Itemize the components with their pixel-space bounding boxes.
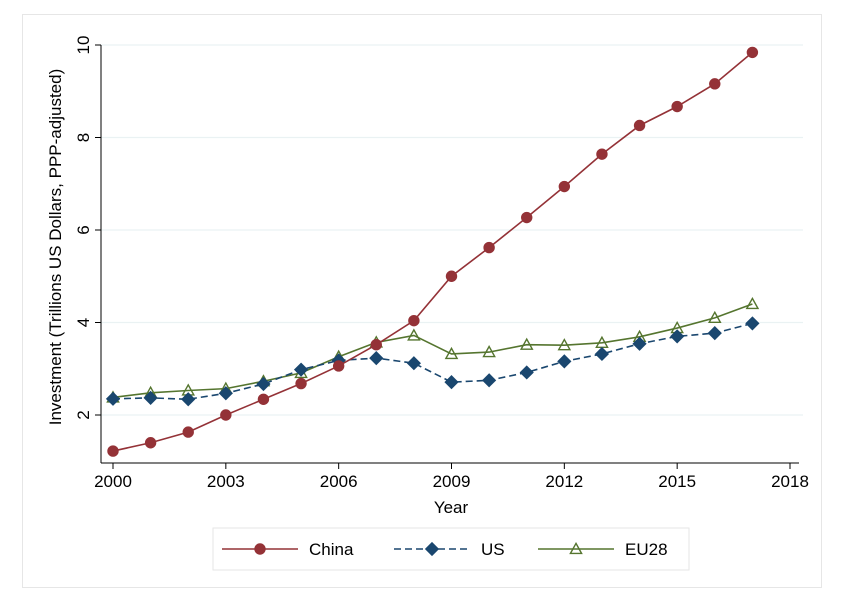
legend-marker-china	[254, 543, 266, 555]
data-point-eu28	[407, 328, 421, 341]
data-point-us	[218, 386, 233, 401]
y-tick-label: 4	[74, 318, 93, 327]
series-layer	[105, 46, 760, 457]
data-point-eu28	[745, 296, 760, 310]
data-point-us	[557, 354, 572, 369]
data-point-us	[143, 390, 158, 405]
gridlines	[101, 44, 803, 416]
legend-label-china: China	[309, 540, 354, 559]
data-point-us	[482, 373, 497, 388]
data-point-china	[220, 409, 232, 421]
data-point-us	[594, 346, 610, 362]
x-tick-label: 2015	[658, 472, 696, 491]
x-axis-label: Year	[434, 498, 469, 517]
data-point-china	[709, 78, 721, 90]
legend-item-eu28: EU28	[538, 540, 668, 559]
data-point-us	[406, 356, 421, 371]
data-point-china	[257, 393, 270, 405]
legend-marker-us	[424, 541, 440, 557]
legend-marker-eu28	[569, 541, 583, 555]
data-point-eu28	[444, 346, 459, 360]
data-point-china	[332, 360, 345, 372]
data-point-us	[670, 329, 685, 344]
y-tick-label: 6	[74, 225, 93, 234]
data-point-china	[746, 46, 759, 59]
data-point-us	[105, 391, 121, 406]
series-line-eu28	[112, 303, 753, 399]
data-point-china	[521, 211, 533, 224]
series-eu28	[106, 296, 760, 403]
data-point-eu28	[557, 338, 572, 351]
data-point-us	[632, 336, 647, 351]
series-line-china	[112, 51, 753, 452]
data-point-china	[633, 119, 646, 132]
legend-item-us: US	[394, 540, 505, 559]
y-axis-label: Investment (Trillions US Dollars, PPP-ad…	[46, 69, 65, 426]
data-point-us	[293, 362, 309, 377]
data-point-us	[369, 351, 384, 366]
y-tick-label: 2	[74, 410, 93, 419]
series-us	[105, 316, 760, 407]
y-tick-label: 10	[74, 36, 93, 55]
data-point-china	[182, 426, 194, 438]
x-tick-label: 2012	[545, 472, 583, 491]
legend: China US EU28	[212, 527, 690, 571]
data-point-china	[408, 314, 420, 327]
series-china	[107, 46, 759, 457]
legend-label-eu28: EU28	[625, 540, 668, 559]
data-point-eu28	[482, 345, 496, 358]
x-tick-label: 2003	[207, 472, 245, 491]
data-point-china	[483, 241, 495, 254]
chart-frame	[22, 14, 822, 588]
data-point-china	[558, 180, 571, 193]
legend-item-china: China	[222, 540, 354, 559]
data-point-us	[181, 392, 196, 407]
data-point-us	[519, 365, 534, 380]
x-tick-label: 2006	[320, 472, 358, 491]
data-point-china	[596, 148, 608, 160]
x-tick-label: 2000	[94, 472, 132, 491]
y-tick-label: 8	[74, 133, 93, 142]
data-point-china	[370, 339, 382, 351]
legend-label-us: US	[481, 540, 505, 559]
data-point-eu28	[707, 310, 722, 324]
data-point-china	[445, 270, 458, 282]
data-point-us	[707, 326, 722, 341]
data-point-us	[256, 376, 271, 392]
data-point-china	[295, 377, 307, 390]
data-point-us	[444, 375, 459, 390]
data-point-us	[745, 316, 760, 331]
data-point-eu28	[519, 337, 534, 350]
data-point-china	[107, 445, 119, 457]
axes: 2 4 6 8 10 2000 2003 2006 2009 2012 2015 2018	[74, 36, 809, 491]
data-point-china	[144, 437, 157, 449]
x-tick-label: 2018	[771, 472, 809, 491]
series-line-us	[112, 322, 753, 401]
x-tick-label: 2009	[433, 472, 471, 491]
data-point-china	[671, 100, 683, 113]
